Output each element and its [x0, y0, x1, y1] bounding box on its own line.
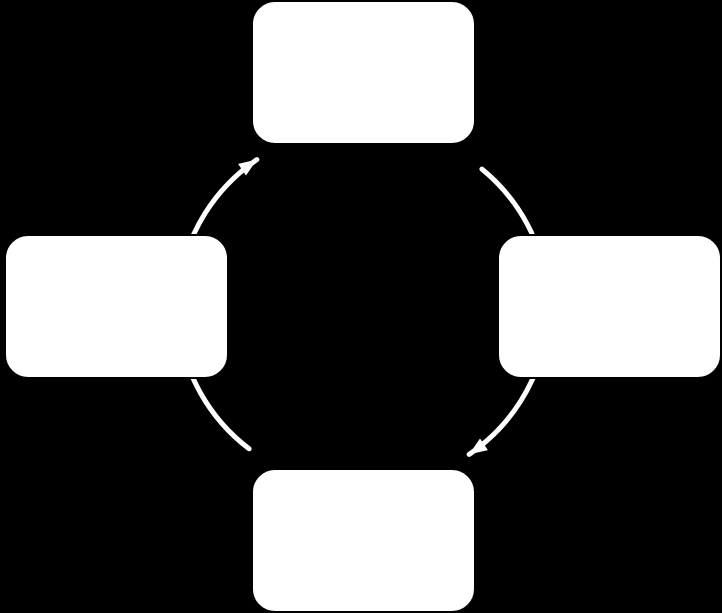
cycle-node-left	[4, 234, 229, 379]
arrow-head-right-bottom	[469, 439, 488, 455]
cycle-node-top	[251, 0, 476, 145]
cycle-node-right	[497, 234, 722, 379]
arrow-head-left-top	[238, 160, 257, 176]
cycle-diagram	[0, 0, 722, 613]
cycle-node-bottom	[251, 468, 476, 613]
